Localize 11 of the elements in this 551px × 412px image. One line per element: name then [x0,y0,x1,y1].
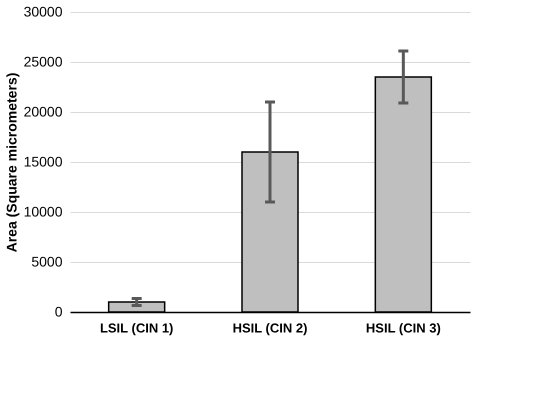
y-tick-label: 15000 [24,154,63,170]
y-tick-label: 5000 [31,254,63,270]
x-tick-label: LSIL (CIN 1) [100,320,174,336]
y-tick-label: 0 [54,304,63,320]
x-tick-label: HSIL (CIN 2) [232,320,308,336]
x-tick-label: HSIL (CIN 3) [366,320,441,336]
y-tick-label: 30000 [24,4,63,20]
y-tick-label: 25000 [24,54,63,70]
y-tick-label: 10000 [24,204,63,220]
y-axis-title: Area (Square micrometers) [4,72,20,252]
y-tick-label: 20000 [24,104,63,120]
